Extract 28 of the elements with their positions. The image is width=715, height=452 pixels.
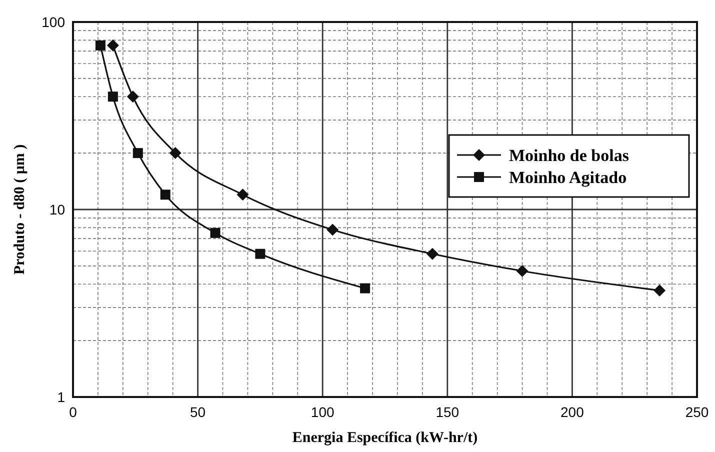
x-tick-label: 200 xyxy=(560,404,584,420)
point xyxy=(326,224,339,236)
y-axis-title: Produto - d80 ( μm ) xyxy=(12,144,28,275)
y-tick-label: 10 xyxy=(49,202,66,218)
legend-label: Moinho Agitado xyxy=(509,168,627,187)
point xyxy=(360,283,370,294)
x-tick-label: 100 xyxy=(310,404,334,420)
x-tick-label: 0 xyxy=(69,404,78,420)
point xyxy=(426,248,438,260)
point xyxy=(160,190,170,200)
y-tick-label: 1 xyxy=(57,389,66,405)
y-tick-label: 100 xyxy=(42,14,66,30)
point xyxy=(236,188,249,201)
point xyxy=(132,148,143,158)
point xyxy=(255,248,266,259)
point xyxy=(106,39,119,52)
x-tick-label: 50 xyxy=(190,404,206,420)
point xyxy=(108,92,118,102)
point xyxy=(516,264,528,277)
point xyxy=(169,147,182,160)
x-axis-title: Energia Específica (kW-hr/t) xyxy=(292,430,478,446)
x-tick-label: 250 xyxy=(685,404,709,420)
point xyxy=(654,284,666,296)
point xyxy=(210,228,220,238)
x-tick-label: 150 xyxy=(436,404,460,420)
point xyxy=(95,40,106,50)
legend-label: Moinho de bolas xyxy=(509,146,630,165)
point xyxy=(126,90,139,103)
